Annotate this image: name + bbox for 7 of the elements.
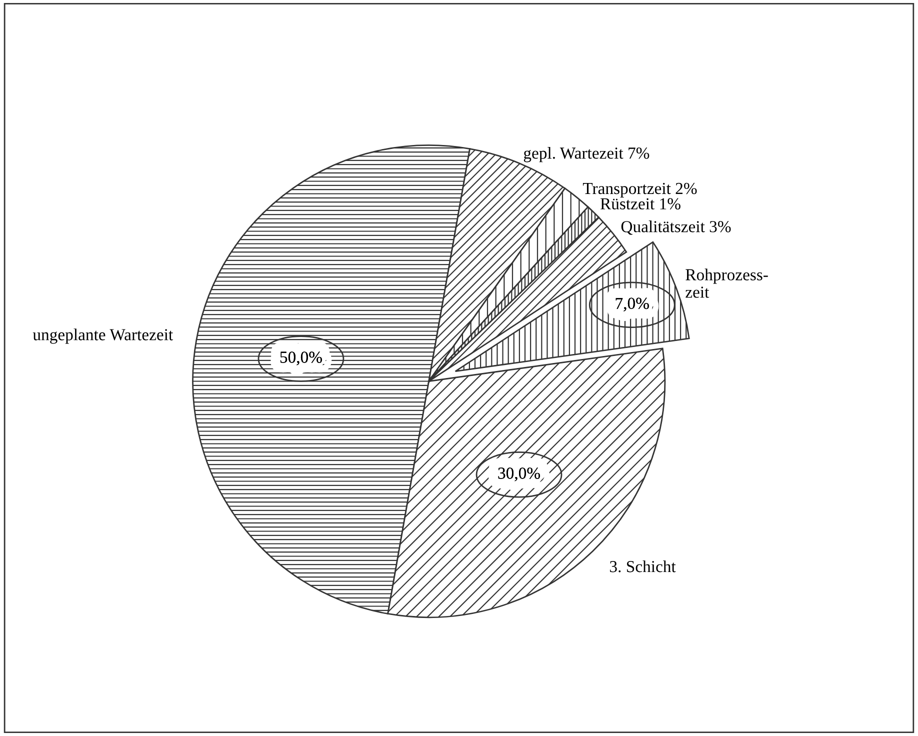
slice-label: Rohprozess- zeit [686,268,768,298]
slice-label: Rüstzeit 1% [600,198,680,210]
slice-label: Transportzeit 2% [582,182,697,198]
slice-label: Qualitätszeit 3% [621,220,731,235]
slice-label: ungeplante Wartezeit [32,328,174,344]
slice-label: gepl. Wartezeit 7% [524,147,650,162]
slice-label: 3. Schicht [610,560,676,572]
